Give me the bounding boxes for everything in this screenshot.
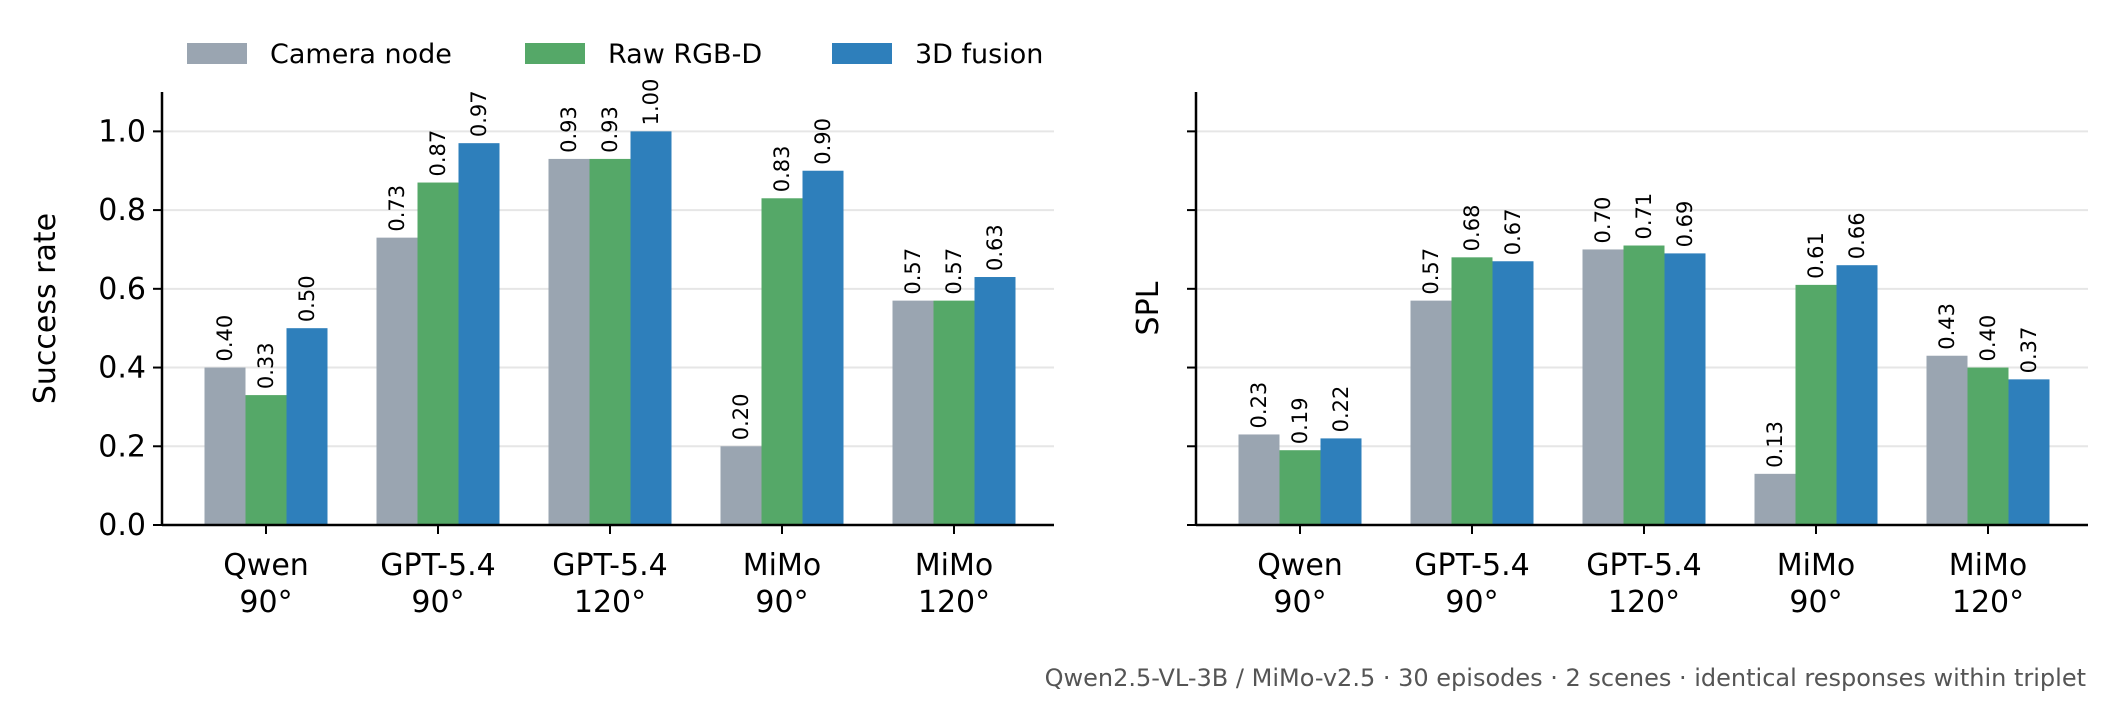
x-tick-label: Qwen 90°	[223, 548, 309, 620]
bar-value-label: 1.00	[639, 79, 663, 126]
legend-label: 3D fusion	[915, 39, 1043, 70]
bar	[1795, 284, 1837, 525]
y-tick-label: 0.0	[98, 508, 146, 543]
bar-value-label: 0.33	[254, 342, 278, 389]
bar-value-label: 0.63	[983, 224, 1007, 271]
legend-swatch	[832, 43, 892, 64]
bar	[2008, 379, 2050, 525]
bar-value-label: 0.22	[1329, 386, 1353, 433]
bar	[245, 395, 287, 525]
bar-value-label: 0.97	[467, 90, 491, 137]
legend-swatch	[525, 43, 585, 64]
x-tick-label: MiMo 120°	[915, 548, 993, 620]
bar-value-label: 0.40	[1976, 315, 2000, 362]
bar-value-label: 0.13	[1763, 421, 1787, 468]
bar	[1492, 261, 1534, 525]
y-tick-label: 0.4	[98, 351, 146, 386]
bar	[761, 198, 803, 526]
bar-value-label: 0.87	[426, 130, 450, 177]
bar	[286, 328, 328, 525]
bar	[1623, 245, 1665, 525]
x-tick-label: GPT-5.4 120°	[1586, 548, 1701, 620]
bar	[548, 158, 590, 525]
bar	[630, 131, 672, 525]
bar-value-label: 0.61	[1804, 232, 1828, 279]
bar	[974, 277, 1016, 525]
bar-value-label: 0.67	[1501, 208, 1525, 255]
spl-panel: 0.23 0.19 0.22 Qwen 90° 0.57 0.68 0.67 GPT-5.4 90…	[1131, 92, 2088, 620]
y-tick-label: 0.8	[98, 193, 146, 228]
bar-value-label: 0.57	[942, 248, 966, 295]
bar	[1238, 434, 1280, 525]
y-tick-label: 0.6	[98, 272, 146, 307]
bar	[1926, 355, 1968, 525]
bar-value-label: 0.50	[295, 275, 319, 322]
legend-swatch	[187, 43, 247, 64]
bar	[1279, 450, 1321, 525]
bar-value-label: 0.83	[770, 146, 794, 193]
bar	[376, 237, 418, 526]
bar	[933, 300, 975, 525]
x-tick-label: GPT-5.4 120°	[552, 548, 667, 620]
bar-value-label: 0.68	[1460, 205, 1484, 252]
legend-label: Camera node	[270, 39, 452, 70]
x-tick-label: Qwen 90°	[1257, 548, 1343, 620]
x-tick-label: MiMo 90°	[1777, 548, 1855, 620]
x-tick-label: GPT-5.4 90°	[380, 548, 495, 620]
bar	[204, 367, 246, 525]
bar-value-label: 0.40	[213, 315, 237, 362]
footnote: Qwen2.5-VL-3B / MiMo-v2.5 · 30 episodes …	[1045, 664, 2086, 692]
bar-value-label: 0.90	[811, 118, 835, 165]
bar-value-label: 0.20	[729, 394, 753, 441]
bar	[417, 182, 459, 525]
bar	[458, 143, 500, 525]
y-axis-title: SPL	[1131, 281, 1166, 335]
y-tick-label: 1.0	[98, 114, 146, 149]
bar	[892, 300, 934, 525]
bar	[1664, 253, 1706, 525]
bar-value-label: 0.43	[1935, 303, 1959, 350]
bar-value-label: 0.66	[1845, 212, 1869, 259]
bar	[1836, 265, 1878, 525]
bar-value-label: 0.70	[1591, 197, 1615, 244]
bar-value-label: 0.37	[2017, 327, 2041, 374]
bar-value-label: 0.23	[1247, 382, 1271, 429]
bar	[1410, 300, 1452, 525]
bar-value-label: 0.57	[1419, 248, 1443, 295]
x-tick-label: GPT-5.4 90°	[1414, 548, 1529, 620]
x-tick-label: MiMo 90°	[743, 548, 821, 620]
legend: Camera node Raw RGB-D 3D fusion	[187, 39, 1043, 70]
bar	[1967, 367, 2009, 525]
bar	[802, 170, 844, 525]
bar-value-label: 0.93	[557, 106, 581, 153]
bar	[1320, 438, 1362, 525]
y-tick-label: 0.2	[98, 429, 146, 464]
bar-value-label: 0.93	[598, 106, 622, 153]
bar-value-label: 0.73	[385, 185, 409, 232]
bar	[589, 158, 631, 525]
bar	[1582, 249, 1624, 526]
y-axis-title: Success rate	[28, 213, 63, 404]
bar-value-label: 0.19	[1288, 397, 1312, 444]
bar	[1754, 473, 1796, 525]
legend-label: Raw RGB-D	[608, 39, 762, 70]
bar-value-label: 0.69	[1673, 201, 1697, 248]
bar	[1451, 257, 1493, 525]
bar-value-label: 0.71	[1632, 193, 1656, 240]
success-rate-panel: 0.40 0.33 0.50 Qwen 90° 0.73 0.87 0.97 GPT-5.4 90…	[28, 79, 1054, 620]
x-tick-label: MiMo 120°	[1949, 548, 2027, 620]
bar-value-label: 0.57	[901, 248, 925, 295]
bar	[720, 446, 762, 525]
